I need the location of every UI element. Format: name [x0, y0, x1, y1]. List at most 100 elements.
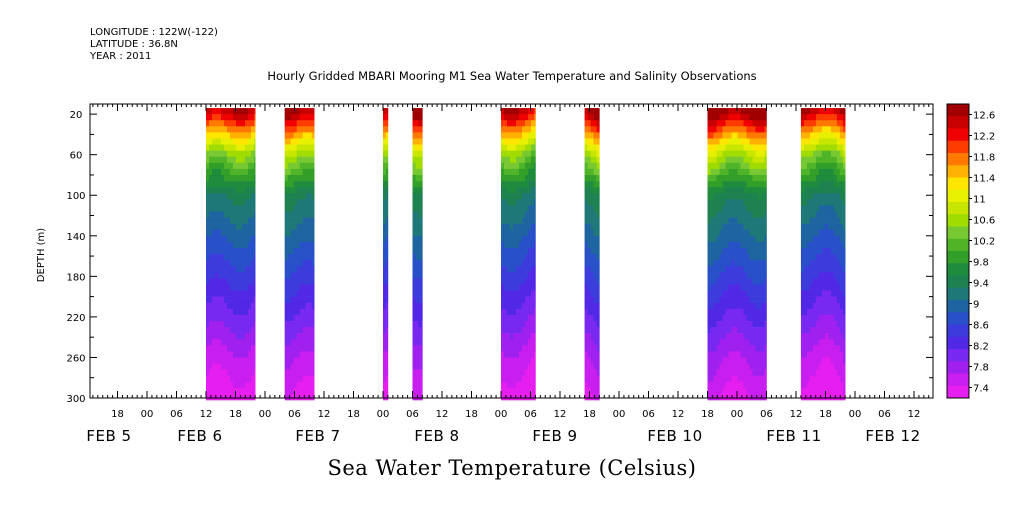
heatmap-cell — [418, 351, 422, 358]
heatmap-cell — [251, 308, 255, 316]
heatmap-cell — [587, 108, 591, 115]
heatmap-cell — [215, 199, 219, 206]
heatmap-cell — [230, 199, 234, 206]
heatmap-cell — [245, 199, 249, 206]
heatmap-cell — [809, 320, 814, 328]
heatmap-cell — [713, 272, 717, 279]
heatmap-cell — [308, 156, 312, 164]
heatmap-cell — [593, 181, 597, 188]
heatmap-cell — [209, 193, 213, 200]
heatmap-cell — [713, 174, 717, 182]
heatmap-cell — [809, 156, 814, 164]
heatmap-cell — [755, 114, 759, 121]
heatmap-cell — [584, 223, 588, 231]
heatmap-cell — [209, 126, 213, 133]
heatmap-cell — [722, 357, 726, 364]
heatmap-cell — [421, 181, 423, 188]
heatmap-cell — [218, 174, 222, 182]
heatmap-cell — [251, 290, 255, 297]
heatmap-cell — [755, 108, 759, 115]
heatmap-cell — [713, 150, 717, 158]
heatmap-cell — [415, 387, 419, 395]
heatmap-cell — [218, 363, 222, 370]
heatmap-cell — [284, 241, 288, 249]
heatmap-cell — [752, 296, 756, 303]
heatmap-cell — [839, 351, 844, 358]
heatmap-cell — [224, 308, 228, 316]
heatmap-cell — [740, 387, 744, 395]
heatmap-cell — [251, 247, 255, 255]
heatmap-cell — [746, 272, 750, 279]
heatmap-cell — [584, 138, 588, 145]
heatmap-cell — [746, 357, 750, 364]
heatmap-cell — [761, 314, 765, 322]
heatmap-cell — [743, 351, 747, 358]
heatmap-cell — [212, 205, 216, 212]
heatmap-cell — [293, 187, 297, 194]
heatmap-cell — [215, 260, 219, 267]
heatmap-cell — [513, 320, 517, 328]
heatmap-cell — [737, 193, 741, 200]
heatmap-cell — [290, 375, 294, 383]
heatmap-cell — [593, 120, 597, 127]
heatmap-cell — [227, 108, 231, 115]
heatmap-cell — [830, 108, 835, 115]
heatmap-cell — [386, 333, 389, 340]
heatmap-cell — [305, 174, 309, 182]
heatmap-cell — [299, 156, 303, 164]
heatmap-cell — [528, 320, 532, 328]
heatmap-cell — [827, 357, 832, 364]
heatmap-cell — [725, 156, 729, 164]
heatmap-cell — [415, 272, 419, 279]
heatmap-cell — [806, 108, 811, 115]
heatmap-cell — [418, 314, 422, 322]
heatmap-cell — [737, 114, 741, 121]
heatmap-cell — [415, 308, 419, 316]
heatmap-cell — [412, 126, 416, 133]
heatmap-cell — [528, 296, 532, 303]
heatmap-cell — [528, 120, 532, 127]
heatmap-cell — [293, 108, 297, 115]
heatmap-cell — [522, 393, 526, 401]
heatmap-cell — [522, 132, 526, 139]
colorbar-swatch — [947, 385, 969, 399]
heatmap-cell — [713, 247, 717, 255]
heatmap-cell — [584, 381, 588, 389]
heatmap-cell — [836, 290, 841, 297]
heatmap-cell — [830, 114, 835, 121]
heatmap-cell — [299, 387, 303, 395]
heatmap-cell — [383, 199, 387, 206]
heatmap-cell — [233, 126, 237, 133]
heatmap-cell — [224, 296, 228, 303]
heatmap-cell — [504, 150, 508, 158]
heatmap-cell — [800, 168, 805, 176]
heatmap-cell — [719, 126, 723, 133]
heatmap-cell — [215, 320, 219, 328]
heatmap-cell — [287, 126, 291, 133]
heatmap-cell — [719, 241, 723, 249]
heatmap-cell — [302, 314, 306, 322]
heatmap-cell — [728, 247, 732, 255]
heatmap-cell — [236, 327, 240, 334]
heatmap-cell — [827, 181, 832, 188]
heatmap-cell — [513, 260, 517, 267]
heatmap-cell — [737, 254, 741, 261]
heatmap-cell — [308, 199, 312, 206]
heatmap-cell — [719, 217, 723, 224]
heatmap-cell — [233, 211, 237, 218]
heatmap-cell — [386, 296, 389, 303]
heatmap-cell — [755, 156, 759, 164]
heatmap-cell — [516, 235, 520, 243]
heatmap-cell — [209, 387, 213, 395]
heatmap-cell — [800, 205, 805, 212]
heatmap-cell — [531, 223, 535, 231]
heatmap-cell — [224, 363, 228, 370]
heatmap-cell — [734, 393, 738, 401]
heatmap-cell — [531, 351, 535, 358]
heatmap-cell — [824, 193, 829, 200]
heatmap-cell — [755, 181, 759, 188]
heatmap-cell — [590, 126, 594, 133]
heatmap-cell — [519, 229, 523, 237]
heatmap-cell — [218, 144, 222, 151]
heatmap-cell — [755, 357, 759, 364]
